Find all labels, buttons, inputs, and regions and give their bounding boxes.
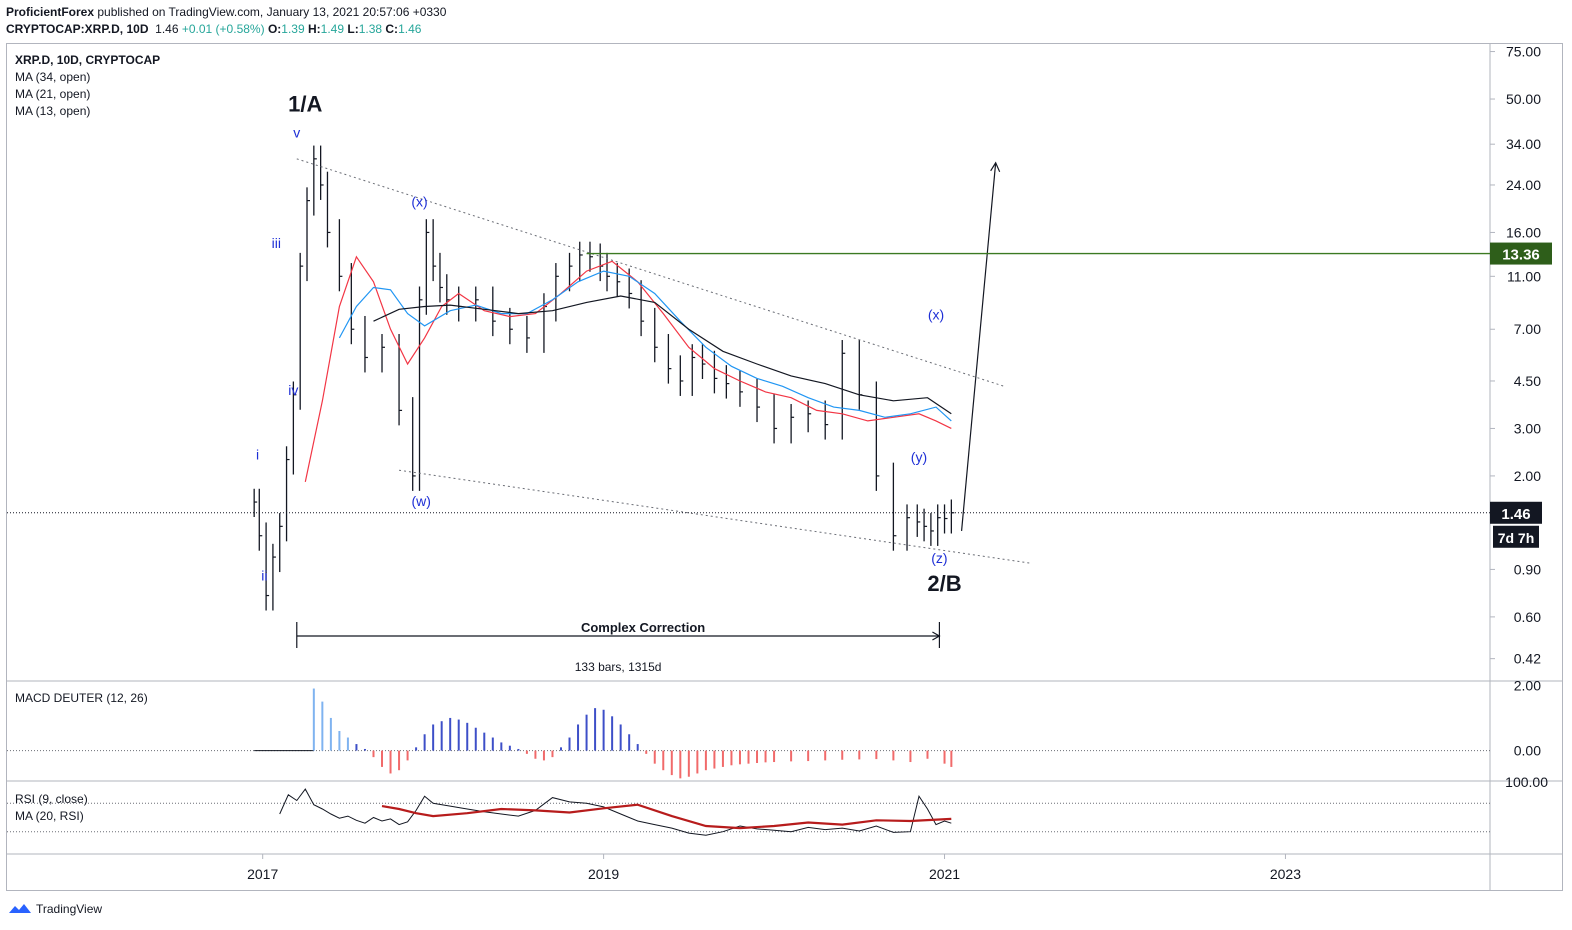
wave-label: (y) [911, 449, 927, 465]
wave-label: ii [261, 567, 267, 583]
legend-ma34[interactable]: MA (34, open) [15, 70, 91, 84]
macd-tick-label: 0.00 [1514, 743, 1541, 759]
wave-label: 1/A [288, 91, 322, 116]
upper-wedge-line [296, 158, 1005, 387]
open-label: O: [267, 22, 282, 36]
macd-tick-label: 2.00 [1514, 677, 1541, 693]
wave-label: 2/B [927, 571, 961, 596]
low-value: 1.38 [358, 22, 383, 36]
footer[interactable]: TradingView [8, 902, 102, 916]
countdown-badge [1493, 525, 1539, 548]
range-annotation-label: Complex Correction [581, 620, 705, 635]
high-value: 1.49 [320, 22, 345, 36]
symbol-line: CRYPTOCAP:XRP.D, 10D [6, 22, 149, 36]
ohlc-line: CRYPTOCAP:XRP.D, 10D 1.46 +0.01 (+0.58%)… [6, 22, 421, 36]
footer-brand: TradingView [36, 902, 103, 916]
ma21-line [338, 270, 952, 422]
chart-frame [6, 43, 1563, 891]
price-tick-label: 24.00 [1506, 177, 1541, 193]
macd-legend[interactable]: MACD DEUTER (12, 26) [15, 691, 148, 705]
wave-label: v [293, 124, 300, 140]
publisher-name[interactable]: ProficientForex [6, 5, 95, 19]
legend-symbol[interactable]: XRP.D, 10D, CRYPTOCAP [15, 53, 161, 67]
high-label: H: [307, 22, 321, 36]
lower-wedge-line [398, 469, 1030, 564]
wave-label: (x) [411, 193, 427, 209]
price-tick-label: 2.00 [1514, 468, 1541, 484]
price-tick-label: 0.60 [1514, 609, 1541, 625]
price-tick-label: 3.00 [1514, 420, 1541, 436]
resistance-level-badge [1490, 242, 1552, 265]
price-tick-label: 50.00 [1506, 91, 1541, 107]
ma13-line [304, 255, 952, 483]
wave-label: (z) [931, 550, 947, 566]
wave-label: i [256, 447, 259, 463]
legend-ma13[interactable]: MA (13, open) [15, 104, 91, 118]
price-tick-label: 16.00 [1506, 224, 1541, 240]
ma34-line [373, 295, 952, 415]
rsi-line [279, 788, 952, 836]
price-tick-label: 7.00 [1514, 321, 1541, 337]
time-tick-label: 2017 [247, 866, 278, 882]
close-label: C: [385, 22, 399, 36]
price-tick-label: 0.90 [1514, 561, 1541, 577]
resistance-level-label: 13.36 [1502, 247, 1540, 264]
publish-line: published on TradingView.com, January 13… [94, 5, 447, 19]
rsi-ma-line [381, 803, 952, 830]
last-price-badge [1490, 501, 1542, 524]
price-tick-label: 4.50 [1514, 373, 1541, 389]
projection-arrow-line [960, 162, 997, 532]
main-legend: XRP.D, 10D, CRYPTOCAP MA (34, open) MA (… [15, 52, 160, 120]
close-value: 1.46 [398, 22, 422, 36]
tradingview-logo-icon [9, 904, 31, 913]
legend-rsi[interactable]: RSI (9, close) [15, 792, 88, 806]
publish-info: ProficientForex published on TradingView… [6, 5, 446, 19]
price-tick-label: 0.42 [1514, 651, 1541, 667]
open-value: 1.39 [281, 22, 305, 36]
price-tick-label: 75.00 [1506, 44, 1541, 60]
range-arrowhead [932, 631, 941, 641]
low-label: L: [347, 22, 359, 36]
countdown-label: 7d 7h [1498, 530, 1535, 546]
legend-rsi-ma[interactable]: MA (20, RSI) [15, 809, 84, 823]
price-change: +0.01 (+0.58%) [181, 22, 265, 36]
wave-label: (w) [411, 493, 430, 509]
wave-label: iii [272, 235, 281, 251]
time-tick-label: 2023 [1270, 866, 1301, 882]
price-tick-label: 34.00 [1506, 136, 1541, 152]
projection-arrowhead [990, 161, 1001, 173]
range-measure-label: 133 bars, 1315d [575, 660, 662, 674]
time-tick-label: 2021 [929, 866, 960, 882]
wave-label: (x) [928, 307, 944, 323]
price-tick-label: 11.00 [1507, 268, 1541, 284]
rsi-tick-label: 100.00 [1505, 774, 1548, 790]
time-tick-label: 2019 [588, 866, 619, 882]
wave-label: iv [288, 382, 298, 398]
rsi-legend: RSI (9, close) MA (20, RSI) [15, 791, 88, 825]
last-price: 1.46 [155, 22, 179, 36]
last-price-label: 1.46 [1501, 506, 1530, 523]
legend-ma21[interactable]: MA (21, open) [15, 87, 91, 101]
